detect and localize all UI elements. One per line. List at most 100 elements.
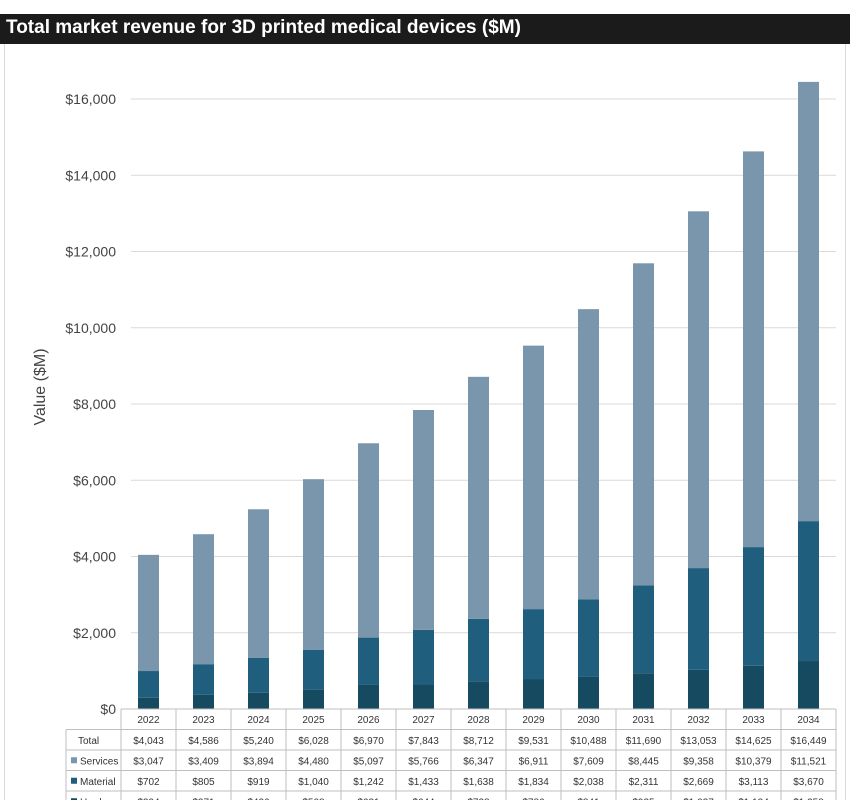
table-row-label: Total — [78, 736, 99, 747]
data-label: $10,379 — [735, 756, 772, 767]
data-label: $1,040 — [298, 777, 329, 788]
title-bar: Total market revenue for 3D printed medi… — [0, 14, 850, 44]
bars — [138, 81, 819, 709]
y-tick-label: $12,000 — [65, 244, 116, 260]
data-label: $7,609 — [573, 756, 604, 767]
bar-services-2029 — [523, 345, 544, 610]
data-label: $11,521 — [791, 756, 827, 767]
x-tick-label: 2031 — [632, 715, 655, 726]
bar-hardware-2034 — [798, 661, 819, 709]
bar-material-2027 — [413, 629, 434, 685]
bar-services-2033 — [743, 151, 764, 548]
bar-material-2023 — [193, 664, 214, 695]
x-tick-label: 2028 — [467, 715, 490, 726]
data-label: $4,586 — [188, 736, 219, 747]
data-label: $7,843 — [408, 736, 439, 747]
data-label: $6,028 — [298, 736, 329, 747]
data-label: $3,894 — [243, 756, 274, 767]
data-label: $805 — [192, 777, 215, 788]
bar-hardware-2027 — [413, 684, 434, 709]
bar-services-2027 — [413, 409, 434, 630]
bar-hardware-2032 — [688, 669, 709, 709]
y-tick-label: $14,000 — [65, 167, 116, 183]
data-label: $3,670 — [793, 777, 824, 788]
data-label: $3,113 — [739, 777, 769, 788]
data-label: $631 — [357, 797, 380, 800]
data-label: $294 — [137, 797, 160, 800]
x-tick-label: 2027 — [412, 715, 435, 726]
data-label: $935 — [632, 797, 655, 800]
data-label: $14,625 — [735, 736, 772, 747]
y-tick-label: $6,000 — [73, 472, 116, 488]
bar-hardware-2030 — [578, 676, 599, 709]
data-label: $426 — [247, 797, 270, 800]
data-label: $6,911 — [519, 756, 549, 767]
data-label: $841 — [577, 797, 600, 800]
data-label: $702 — [137, 777, 160, 788]
bar-material-2026 — [358, 637, 379, 685]
table-row-label: Hardware — [80, 797, 124, 800]
bar-services-2026 — [358, 443, 379, 638]
y-tick-label: $4,000 — [73, 549, 116, 565]
bar-hardware-2022 — [138, 697, 159, 709]
y-tick-label: $2,000 — [73, 625, 116, 641]
data-label: $13,053 — [680, 736, 717, 747]
data-label: $2,669 — [683, 777, 714, 788]
data-label: $11,690 — [626, 736, 662, 747]
data-label: $3,409 — [188, 756, 219, 767]
data-label: $5,097 — [353, 756, 384, 767]
bar-material-2025 — [303, 649, 324, 690]
bar-hardware-2025 — [303, 689, 324, 709]
legend-marker-hardware — [71, 798, 77, 800]
x-tick-label: 2034 — [797, 715, 820, 726]
data-label: $1,027 — [683, 797, 714, 800]
chart-title: Total market revenue for 3D printed medi… — [6, 17, 521, 38]
x-tick-label: 2032 — [687, 715, 710, 726]
bar-hardware-2024 — [248, 692, 269, 709]
bar-material-2034 — [798, 521, 819, 662]
bar-material-2032 — [688, 568, 709, 670]
x-tick-label: 2029 — [522, 715, 545, 726]
table-row-label: Material — [80, 777, 116, 788]
data-label: $1,638 — [463, 777, 494, 788]
data-label: $1,134 — [738, 797, 769, 800]
bar-services-2034 — [798, 81, 819, 522]
data-label: $6,970 — [353, 736, 384, 747]
bar-hardware-2029 — [523, 679, 544, 709]
bar-services-2022 — [138, 554, 159, 672]
bar-services-2023 — [193, 534, 214, 665]
x-tick-label: 2025 — [302, 715, 325, 726]
data-label: $9,358 — [683, 756, 714, 767]
x-tick-label: 2023 — [192, 715, 215, 726]
bar-services-2030 — [578, 309, 599, 600]
data-label: $16,449 — [790, 736, 827, 747]
bar-material-2022 — [138, 671, 159, 698]
bar-hardware-2033 — [743, 665, 764, 709]
data-label: $728 — [467, 797, 490, 800]
data-label: $508 — [302, 797, 325, 800]
data-label: $371 — [192, 797, 215, 800]
bar-services-2025 — [303, 479, 324, 650]
data-label: $4,480 — [298, 756, 329, 767]
y-tick-label: $16,000 — [65, 91, 116, 107]
x-tick-label: 2022 — [137, 715, 160, 726]
data-table: 2022 2023 2024 2025 2026 2027 2028 2029 2030 2031… — [65, 708, 837, 800]
x-tick-label: 2030 — [577, 715, 600, 726]
data-label: $1,834 — [518, 777, 549, 788]
bar-material-2028 — [468, 618, 489, 682]
x-tick-label: 2033 — [742, 715, 765, 726]
bar-material-2033 — [743, 547, 764, 666]
bar-material-2030 — [578, 599, 599, 677]
data-label: $8,445 — [628, 756, 659, 767]
data-label: $6,347 — [463, 756, 494, 767]
data-label: $10,488 — [570, 736, 607, 747]
bar-services-2024 — [248, 509, 269, 658]
data-label: $919 — [247, 777, 270, 788]
y-tick-label: $10,000 — [65, 320, 116, 336]
y-tick-label: $0 — [100, 701, 116, 717]
bar-services-2028 — [468, 376, 489, 619]
x-tick-label: 2024 — [247, 715, 270, 726]
bar-hardware-2023 — [193, 694, 214, 709]
table-row-label: Services — [80, 756, 118, 767]
y-axis-title: Value ($M) — [32, 348, 49, 425]
